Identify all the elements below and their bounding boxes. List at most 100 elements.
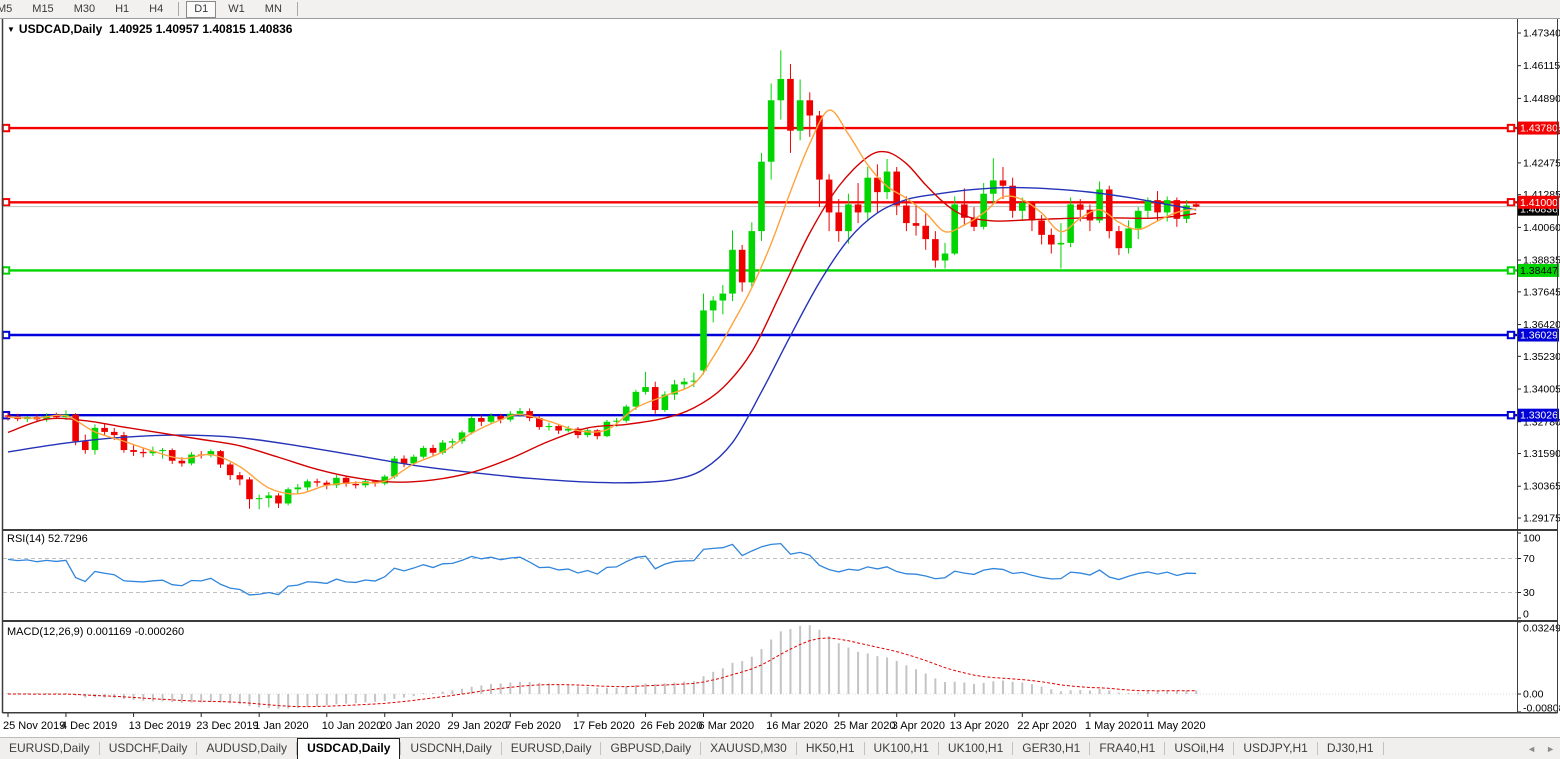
svg-text:0.032493: 0.032493	[1523, 623, 1560, 635]
macd-axis: 0.032493 0.00 -0.008086	[3, 621, 1560, 715]
tab-usoil-h4[interactable]: USOil,H4	[1174, 741, 1225, 755]
hline-handle[interactable]	[1506, 123, 1516, 133]
tab-xauusd-m30[interactable]: XAUUSD,M30	[710, 741, 787, 755]
tab-uk100-h1[interactable]: UK100,H1	[873, 741, 929, 755]
rsi-line	[7, 542, 1197, 596]
timeframe-button-h4[interactable]: H4	[149, 2, 164, 15]
tab-scroll-left-icon[interactable]: ◄	[1527, 743, 1537, 754]
tab-scroll-right-icon[interactable]: ►	[1546, 743, 1555, 754]
hline-handle[interactable]	[1, 266, 11, 275]
tab-separator	[1164, 742, 1166, 755]
svg-text:1.30365: 1.30365	[1523, 481, 1560, 493]
svg-text:13 Apr 2020: 13 Apr 2020	[950, 720, 1009, 732]
svg-text:1.41000: 1.41000	[1520, 197, 1558, 209]
tab-separator	[1316, 742, 1318, 755]
timeframe-button-m15[interactable]: M15	[32, 2, 54, 15]
svg-text:1.35230: 1.35230	[1523, 351, 1560, 363]
tab-scroll-nav: ◄ ►	[1527, 738, 1555, 759]
svg-text:30: 30	[1523, 587, 1535, 599]
hline-handle[interactable]	[1506, 266, 1516, 275]
tab-usdjpy-h1[interactable]: USDJPY,H1	[1243, 741, 1308, 755]
tab-ger30-h1[interactable]: GER30,H1	[1022, 741, 1081, 755]
svg-text:16 Mar 2020: 16 Mar 2020	[766, 720, 828, 732]
svg-text:1.43780: 1.43780	[1520, 123, 1558, 135]
svg-text:1.34005: 1.34005	[1523, 384, 1560, 396]
rsi-label: RSI(14) 52.7296	[7, 533, 88, 545]
timeframe-button-d1[interactable]: D1	[186, 0, 217, 18]
tab-usdcad-daily[interactable]: USDCAD,Daily	[297, 737, 401, 759]
svg-text:1.29175: 1.29175	[1523, 513, 1560, 525]
tab-separator	[795, 742, 797, 755]
tab-usdcnh-daily[interactable]: USDCNH,Daily	[410, 741, 492, 755]
tab-usdchf-daily[interactable]: USDCHF,Daily	[108, 741, 188, 755]
tab-separator	[98, 742, 100, 755]
svg-text:1.36420: 1.36420	[1523, 319, 1560, 331]
hline-handle[interactable]	[1, 198, 11, 207]
svg-text:1.38447: 1.38447	[1520, 265, 1558, 277]
tab-separator	[1382, 742, 1384, 755]
tab-dj30-h1[interactable]: DJ30,H1	[1326, 741, 1374, 755]
svg-text:0: 0	[1523, 609, 1529, 621]
svg-text:1.40060: 1.40060	[1523, 222, 1560, 234]
timeframe-button-m5[interactable]: M5	[0, 2, 13, 15]
svg-text:0.00: 0.00	[1523, 689, 1544, 701]
symbol-dropdown-arrow-icon: ▼	[7, 25, 15, 34]
timeframe-button-m30[interactable]: M30	[73, 2, 96, 15]
mid-ma	[7, 150, 1197, 483]
candlestick-series	[4, 50, 1200, 510]
svg-text:7 Feb 2020: 7 Feb 2020	[505, 720, 561, 732]
macd-signal-line	[7, 637, 1197, 708]
tab-gbpusd-daily[interactable]: GBPUSD,Daily	[610, 741, 692, 755]
timeframe-button-w1[interactable]: W1	[228, 2, 245, 15]
timeframe-button-mn[interactable]: MN	[264, 2, 282, 15]
tab-uk100-h1[interactable]: UK100,H1	[947, 741, 1004, 755]
svg-text:1.36029: 1.36029	[1520, 330, 1558, 342]
svg-text:100: 100	[1523, 533, 1541, 545]
tab-fra40-h1[interactable]: FRA40,H1	[1099, 741, 1156, 755]
ma-overlays	[7, 109, 1197, 495]
chart-tab-bar: EURUSD,Daily USDCHF,Daily AUDUSD,Daily USDC…	[0, 737, 1560, 759]
hline-handle[interactable]	[1, 123, 11, 133]
tab-eurusd-daily[interactable]: EURUSD,Daily	[9, 741, 90, 755]
timeframe-toolbar: M5 M15 M30 H1 H4 D1 W1 MN	[0, 0, 1560, 19]
hline-handle[interactable]	[1506, 330, 1516, 340]
svg-text:1.31590: 1.31590	[1523, 448, 1560, 460]
tab-separator	[1012, 742, 1014, 755]
tab-audusd-daily[interactable]: AUDUSD,Daily	[206, 741, 288, 755]
tab-separator	[937, 742, 939, 755]
svg-text:1.46115: 1.46115	[1523, 60, 1560, 72]
svg-text:1.42475: 1.42475	[1523, 157, 1560, 169]
toolbar-separator	[178, 2, 180, 16]
chart-ohlc-quote: 1.40925 1.40957 1.40815 1.40836	[108, 22, 293, 36]
svg-text:1.33026: 1.33026	[1520, 410, 1558, 422]
svg-text:6 Mar 2020: 6 Mar 2020	[699, 720, 755, 732]
tab-separator	[196, 742, 198, 755]
svg-text:25 Nov 2019: 25 Nov 2019	[3, 720, 65, 732]
chart-symbol-label: USDCAD,Daily	[18, 22, 103, 36]
tab-separator	[1089, 742, 1091, 755]
hline-handle[interactable]	[1506, 198, 1516, 207]
svg-text:13 Dec 2019: 13 Dec 2019	[129, 720, 191, 732]
tab-separator	[500, 742, 502, 755]
svg-text:-0.008086: -0.008086	[1523, 703, 1560, 715]
hline-handle[interactable]	[1506, 410, 1516, 420]
svg-text:1.47340: 1.47340	[1523, 28, 1560, 40]
tab-eurusd-daily[interactable]: EURUSD,Daily	[510, 741, 592, 755]
tab-separator	[1233, 742, 1235, 755]
hline-handle[interactable]	[1, 330, 11, 340]
svg-text:1.37645: 1.37645	[1523, 286, 1560, 298]
timeframe-button-h1[interactable]: H1	[115, 2, 130, 15]
toolbar-separator	[296, 2, 298, 16]
price-axis-badges: 1.408361.437801.410001.384471.360291.330…	[1518, 121, 1559, 422]
tab-separator	[863, 742, 865, 755]
tab-hk50-h1[interactable]: HK50,H1	[805, 741, 855, 755]
svg-text:10 Jan 2020: 10 Jan 2020	[322, 720, 383, 732]
svg-text:70: 70	[1523, 553, 1535, 565]
tab-separator	[700, 742, 702, 755]
svg-text:1.44890: 1.44890	[1523, 93, 1560, 105]
tab-separator	[296, 742, 298, 755]
svg-text:4 Dec 2019: 4 Dec 2019	[61, 720, 117, 732]
chart-title: ▼ USDCAD,Daily 1.40925 1.40957 1.40815 1.…	[7, 22, 292, 36]
